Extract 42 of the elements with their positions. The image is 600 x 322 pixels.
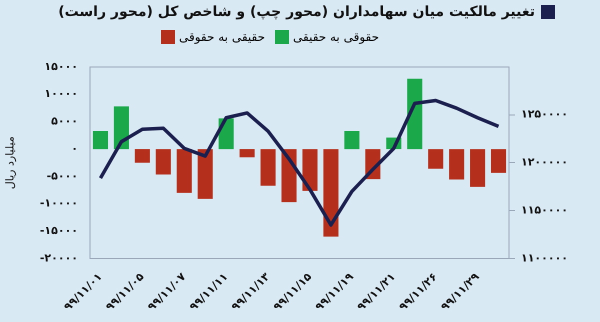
- y-tick-label: ۱۰۰۰۰: [44, 87, 78, 100]
- x-tick-label: ۹۹/۱۱/۱۱: [186, 270, 230, 314]
- y2-tick-label: ۱۱۰۰۰۰۰: [521, 251, 568, 264]
- bar: [198, 149, 213, 199]
- y2-tick-label: ۱۱۵۰۰۰۰: [521, 203, 568, 216]
- bar: [470, 149, 486, 187]
- x-tick-label: ۹۹/۱۱/۱۳: [228, 270, 272, 314]
- bar: [344, 131, 360, 150]
- x-tick-label: ۹۹/۱۱/۲۹: [438, 270, 482, 314]
- x-tick-label: ۹۹/۱۱/۲۱: [354, 270, 398, 314]
- bar: [449, 149, 464, 180]
- y-tick-label: ۱۵۰۰۰: [44, 60, 78, 73]
- legend-label: حقیقی به حقوقی: [178, 30, 265, 44]
- bar: [156, 149, 171, 175]
- x-tick-label: ۹۹/۱۱/۰۱: [61, 270, 105, 314]
- bar: [260, 149, 276, 186]
- y2-tick-label: ۱۲۵۰۰۰۰: [521, 108, 568, 121]
- y-tick-label: -۵۰۰۰: [46, 169, 78, 182]
- bar: [428, 149, 444, 169]
- y-tick-label: ۰: [71, 142, 78, 155]
- y-tick-label: ۵۰۰۰: [51, 114, 78, 128]
- bar: [407, 78, 422, 150]
- legend-label: حقوقی به حقیقی: [293, 30, 380, 44]
- y-tick-label: -۲۰۰۰۰: [40, 251, 78, 264]
- x-tick-label: ۹۹/۱۱/۲۶: [396, 270, 440, 314]
- bar: [240, 149, 255, 158]
- bar: [490, 149, 506, 173]
- chart-title: تغییر مالکیت میان سهامداران (محور چپ) و شاخص کل (محور راست): [58, 4, 535, 20]
- bar: [134, 149, 150, 163]
- bar: [176, 149, 192, 193]
- bar: [323, 149, 338, 237]
- y-tick-label: -۱۰۰۰۰: [40, 196, 78, 210]
- x-tick-label: ۹۹/۱۱/۱۵: [270, 270, 314, 314]
- x-tick-label: ۹۹/۱۱/۱۹: [312, 270, 356, 314]
- y-axis-title: میلیارد ریال: [3, 136, 16, 190]
- bar: [114, 106, 129, 150]
- x-tick-label: ۹۹/۱۱/۰۷: [145, 270, 189, 314]
- x-tick-label: ۹۹/۱۱/۰۵: [103, 270, 147, 314]
- bar: [302, 149, 318, 191]
- y2-tick-label: ۱۲۰۰۰۰۰: [521, 156, 568, 169]
- y-tick-label: -۱۵۰۰۰: [40, 224, 78, 237]
- bar: [92, 131, 108, 150]
